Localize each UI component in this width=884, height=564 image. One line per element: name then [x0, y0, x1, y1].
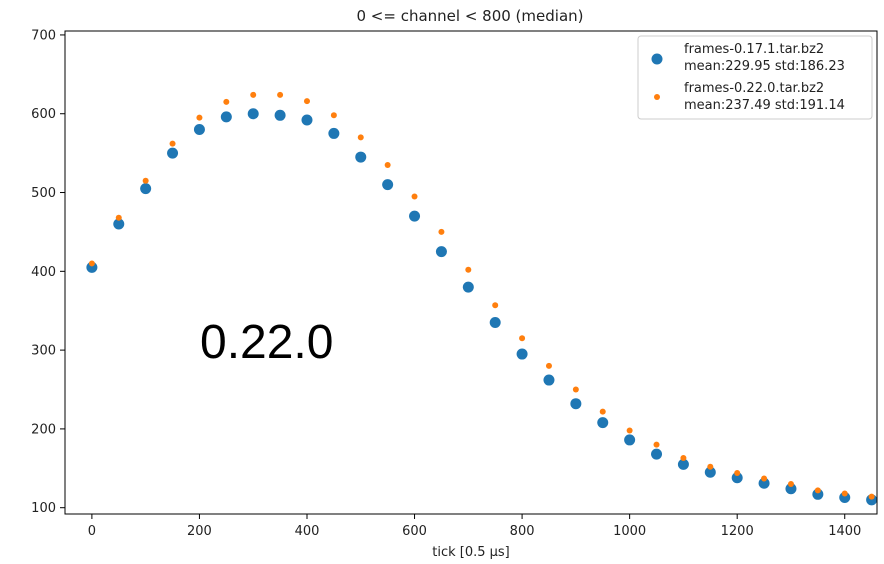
data-point-series-1	[303, 98, 310, 105]
data-point-series-1	[223, 98, 230, 105]
y-tick-label: 100	[31, 501, 56, 516]
data-point-series-0	[597, 417, 609, 429]
x-tick-label: 600	[402, 524, 427, 539]
data-point-series-1	[787, 481, 794, 488]
legend-stats-series-0: mean:229.95 std:186.23	[684, 59, 845, 74]
data-point-series-0	[731, 472, 743, 484]
data-point-series-1	[88, 260, 95, 267]
data-point-series-0	[382, 179, 394, 191]
data-point-series-0	[409, 210, 421, 222]
y-axis: 100 200 300 400 500 600 700	[31, 28, 65, 516]
data-point-series-1	[653, 441, 660, 448]
data-point-series-1	[330, 112, 337, 119]
data-point-series-0	[624, 434, 636, 446]
data-point-series-1	[411, 193, 418, 200]
data-point-series-0	[516, 348, 528, 360]
data-point-series-1	[734, 470, 741, 477]
data-point-series-1	[438, 228, 445, 235]
data-point-series-0	[274, 109, 286, 121]
data-point-series-1	[814, 487, 821, 494]
data-point-series-0	[462, 281, 474, 293]
chart-title: 0 <= channel < 800 (median)	[356, 7, 583, 25]
data-point-series-0	[543, 374, 555, 386]
data-point-series-0	[489, 317, 501, 329]
legend-marker-series-1	[654, 94, 660, 100]
x-tick-label: 200	[187, 524, 212, 539]
data-point-series-1	[868, 493, 875, 500]
data-point-series-0	[220, 111, 232, 123]
plot-points	[86, 91, 877, 506]
legend-label-series-0: frames-0.17.1.tar.bz2	[684, 42, 824, 57]
data-point-series-1	[680, 455, 687, 462]
legend: frames-0.17.1.tar.bz2 mean:229.95 std:18…	[637, 35, 873, 120]
y-tick-label: 200	[31, 422, 56, 437]
data-point-series-0	[651, 448, 663, 460]
data-point-series-0	[785, 483, 797, 495]
data-point-series-1	[599, 408, 606, 415]
x-tick-label: 0	[88, 524, 96, 539]
data-point-series-1	[465, 266, 472, 273]
data-point-series-1	[626, 427, 633, 434]
legend-box	[637, 35, 873, 120]
data-point-series-0	[328, 127, 340, 139]
data-point-series-1	[196, 114, 203, 121]
data-point-series-0	[704, 466, 716, 478]
data-point-series-0	[758, 477, 770, 489]
x-axis: 0 200 400 600 800 1000 1200 1400	[88, 514, 861, 539]
x-tick-label: 1200	[721, 524, 754, 539]
data-point-series-1	[572, 386, 579, 393]
x-tick-label: 800	[510, 524, 535, 539]
data-point-series-1	[519, 335, 526, 342]
data-point-series-1	[277, 91, 284, 98]
y-tick-label: 600	[31, 107, 56, 122]
data-point-series-1	[384, 161, 391, 168]
data-point-series-1	[115, 214, 122, 221]
data-point-series-1	[545, 362, 552, 369]
legend-stats-series-1: mean:237.49 std:191.14	[684, 98, 845, 113]
data-point-series-1	[841, 490, 848, 497]
x-tick-label: 400	[295, 524, 320, 539]
data-point-series-1	[169, 140, 176, 147]
x-tick-label: 1400	[828, 524, 861, 539]
data-point-series-1	[142, 177, 149, 184]
data-point-series-1	[761, 475, 768, 482]
data-point-series-0	[113, 218, 125, 230]
data-point-series-0	[435, 246, 447, 258]
data-point-series-0	[193, 123, 205, 135]
legend-marker-series-0	[651, 53, 663, 65]
y-tick-label: 500	[31, 186, 56, 201]
legend-label-series-1: frames-0.22.0.tar.bz2	[684, 81, 824, 96]
y-tick-label: 400	[31, 265, 56, 280]
data-point-series-1	[357, 134, 364, 141]
data-point-series-1	[250, 91, 257, 98]
data-point-series-0	[677, 458, 689, 470]
y-tick-label: 300	[31, 344, 56, 359]
annotation-label: 0.22.0	[200, 316, 333, 369]
data-point-series-0	[355, 151, 367, 163]
y-tick-label: 700	[31, 28, 56, 43]
plot-frame	[64, 30, 878, 515]
data-point-series-0	[140, 183, 152, 195]
x-tick-label: 1000	[613, 524, 646, 539]
data-point-series-0	[570, 398, 582, 410]
data-point-series-1	[492, 302, 499, 309]
data-point-series-0	[167, 147, 179, 159]
x-axis-label: tick [0.5 μs]	[432, 545, 510, 560]
data-point-series-0	[247, 108, 259, 120]
data-point-series-0	[301, 114, 313, 126]
data-point-series-1	[707, 463, 714, 470]
